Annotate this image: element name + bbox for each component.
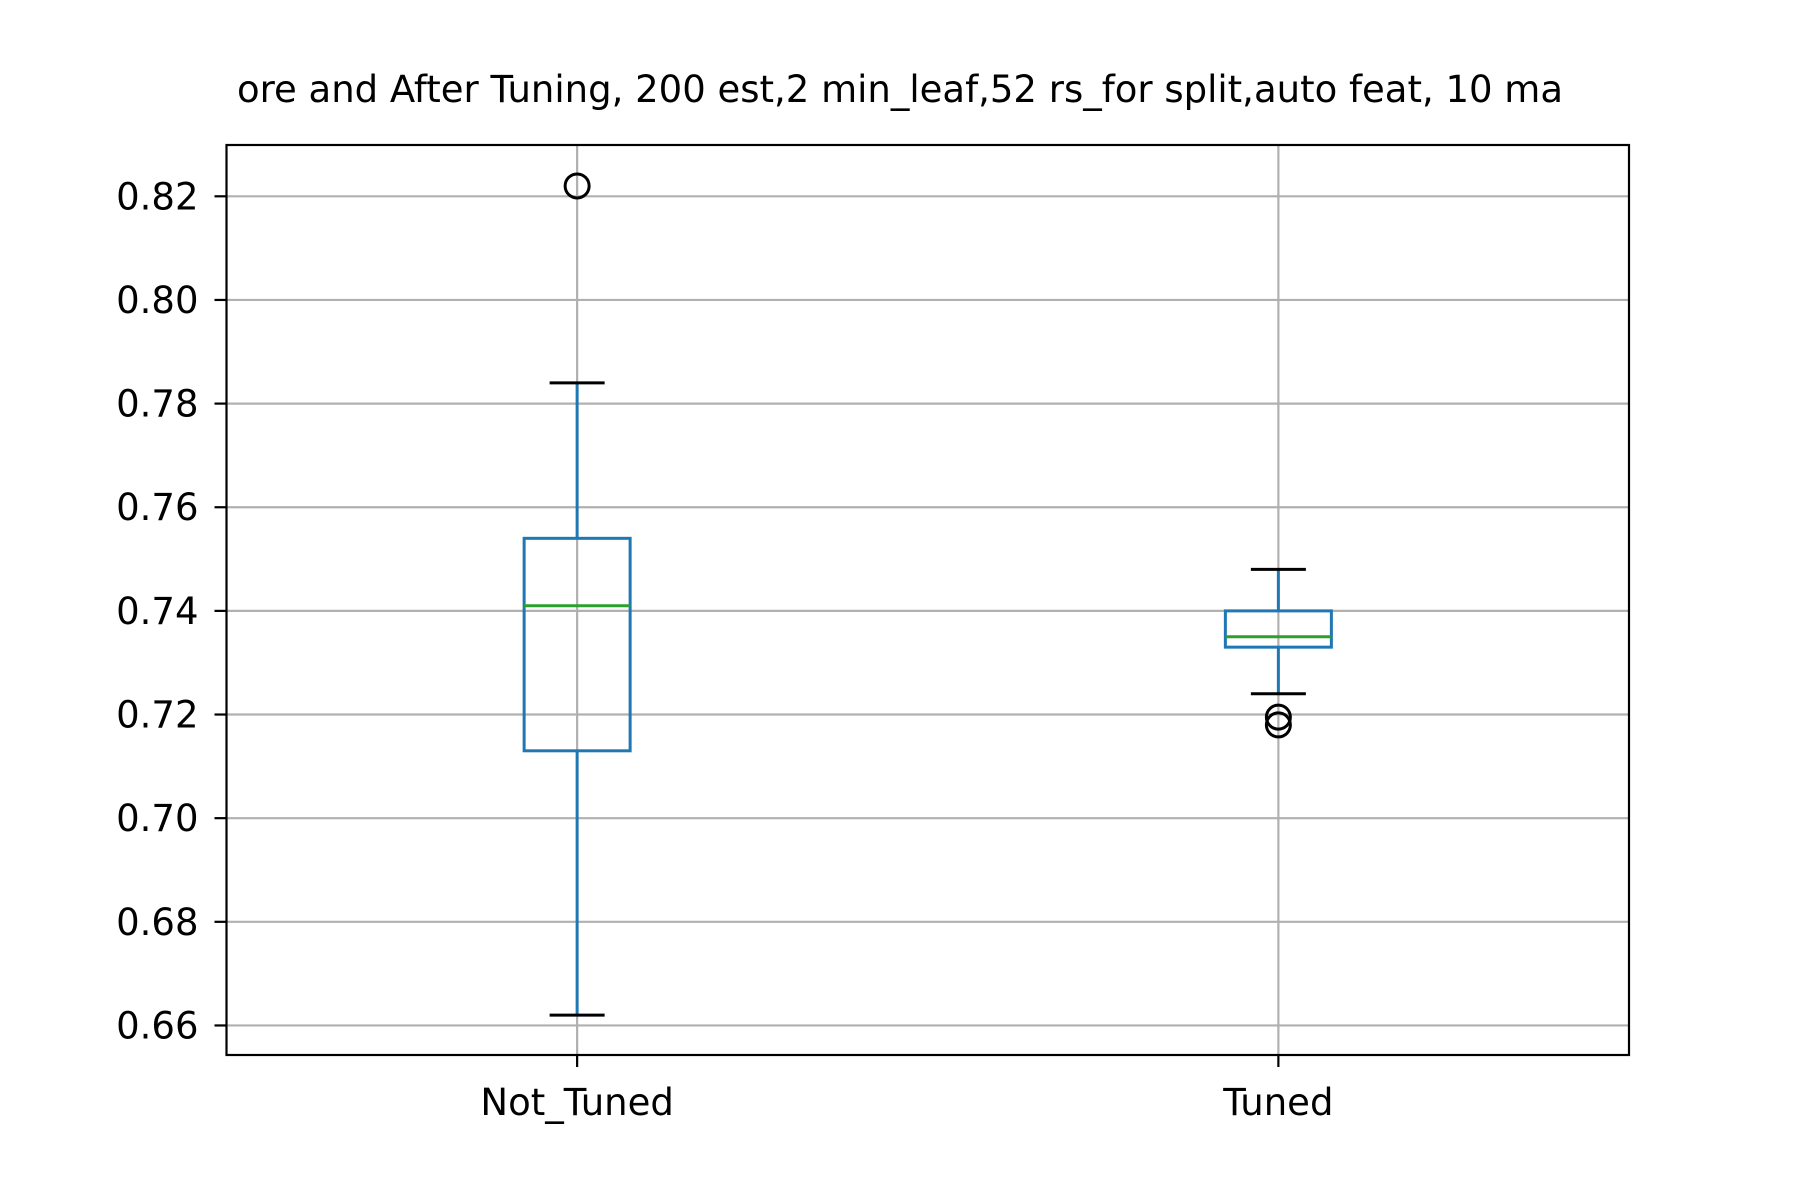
- grid-lines: [226, 145, 1629, 1055]
- plot-frame: [225, 143, 1631, 1057]
- x-tick-label: Not_Tuned: [480, 1081, 673, 1124]
- outlier-point: [563, 172, 591, 200]
- y-tick-label: 0.72: [116, 694, 198, 737]
- iqr-box: [522, 536, 632, 753]
- y-tick-label: 0.78: [116, 383, 198, 426]
- outlier-point: [1264, 711, 1292, 739]
- axes: 0.66 0.68 0.70 0.72 0.74 0.76 0.78 0.80 0.82 Not_…: [116, 175, 1333, 1124]
- chart-title: ore and After Tuning, 200 est,2 min_leaf…: [237, 68, 1563, 111]
- box-plot-series: [522, 172, 1333, 1017]
- y-tick-label: 0.74: [116, 590, 198, 633]
- y-tick-label: 0.66: [116, 1004, 198, 1047]
- box-not-tuned: [522, 172, 632, 1017]
- outlier-point: [1264, 703, 1292, 731]
- y-tick-label: 0.80: [116, 279, 198, 322]
- y-tick-label: 0.82: [116, 175, 198, 218]
- y-tick-label: 0.76: [116, 486, 198, 529]
- box-tuned: [1223, 567, 1333, 739]
- y-tick-label: 0.68: [116, 901, 198, 944]
- iqr-box: [1223, 609, 1333, 649]
- x-tick-label: Tuned: [1222, 1081, 1333, 1124]
- y-tick-label: 0.70: [116, 797, 198, 840]
